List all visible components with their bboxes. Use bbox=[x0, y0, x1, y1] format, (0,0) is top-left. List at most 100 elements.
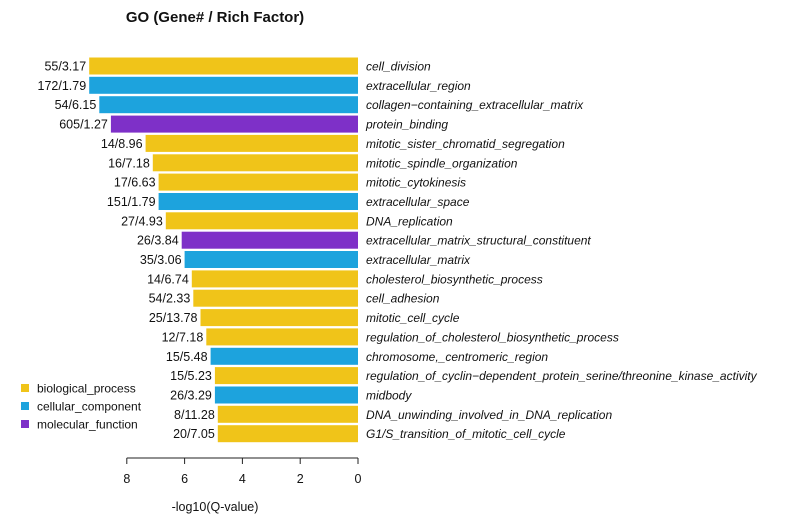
go-term-label: mitotic_cell_cycle bbox=[366, 311, 460, 325]
legend-item: biological_process bbox=[21, 382, 136, 396]
go-term-label: G1/S_transition_of_mitotic_cell_cycle bbox=[366, 427, 566, 441]
bars-layer: 55/3.17 cell_division 172/1.79 extracellula… bbox=[38, 57, 758, 443]
legend-label: biological_process bbox=[37, 382, 136, 396]
bar bbox=[214, 367, 358, 385]
go-term-label: protein_binding bbox=[365, 118, 448, 132]
bar bbox=[200, 309, 358, 327]
go-term-label: mitotic_sister_chromatid_segregation bbox=[366, 137, 565, 151]
bar-row: 27/4.93 DNA_replication bbox=[121, 212, 453, 230]
bar-row: 26/3.84 extracellular_matrix_structural_c… bbox=[137, 231, 591, 249]
bar-row: 35/3.06 extracellular_matrix bbox=[140, 251, 471, 268]
legend-swatch bbox=[21, 420, 29, 428]
bar-count-label: 151/1.79 bbox=[107, 195, 156, 209]
bar-row: 8/11.28 DNA_unwinding_involved_in_DNA_rep… bbox=[174, 405, 612, 423]
bar-row: 151/1.79 extracellular_space bbox=[107, 193, 470, 210]
go-term-label: collagen−containing_extracellular_matrix bbox=[366, 98, 584, 112]
go-term-label: cholesterol_biosynthetic_process bbox=[366, 272, 543, 286]
bar bbox=[145, 134, 358, 152]
bar bbox=[193, 289, 358, 307]
bar bbox=[217, 425, 358, 443]
bar-count-label: 54/6.15 bbox=[55, 98, 97, 112]
go-term-label: mitotic_cytokinesis bbox=[366, 176, 466, 190]
bar-count-label: 54/2.33 bbox=[149, 292, 191, 306]
x-tick-label: 4 bbox=[239, 472, 246, 486]
bar bbox=[191, 270, 358, 288]
bar-row: 54/2.33 cell_adhesion bbox=[149, 289, 440, 307]
bar-count-label: 55/3.17 bbox=[44, 60, 86, 74]
bar bbox=[210, 347, 358, 365]
bar-count-label: 27/4.93 bbox=[121, 214, 163, 228]
bar-row: 17/6.63 mitotic_cytokinesis bbox=[114, 173, 466, 191]
bar-row: 15/5.48 chromosome,_centromeric_region bbox=[166, 347, 548, 365]
legend-swatch bbox=[21, 384, 29, 392]
bar-count-label: 172/1.79 bbox=[38, 79, 87, 93]
bar-row: 25/13.78 mitotic_cell_cycle bbox=[149, 309, 460, 327]
legend-item: cellular_component bbox=[21, 400, 142, 414]
go-term-label: regulation_of_cyclin−dependent_protein_s… bbox=[366, 369, 758, 383]
bar bbox=[99, 96, 359, 114]
bar-count-label: 12/7.18 bbox=[162, 330, 204, 344]
bar-row: 16/7.18 mitotic_spindle_organization bbox=[108, 154, 518, 172]
bar-row: 15/5.23 regulation_of_cyclin−dependent_pr… bbox=[170, 367, 758, 385]
bar-count-label: 15/5.48 bbox=[166, 350, 208, 364]
bar-row: 605/1.27 protein_binding bbox=[59, 115, 448, 133]
bar bbox=[110, 115, 359, 133]
bar bbox=[165, 212, 358, 230]
go-term-label: chromosome,_centromeric_region bbox=[366, 350, 548, 364]
go-term-label: cell_adhesion bbox=[366, 292, 440, 306]
go-term-label: extracellular_space bbox=[366, 195, 470, 209]
legend-label: molecular_function bbox=[37, 418, 138, 432]
legend: biological_process cellular_componentmole… bbox=[21, 382, 142, 432]
bar-count-label: 35/3.06 bbox=[140, 253, 182, 267]
bar-count-label: 20/7.05 bbox=[173, 427, 215, 441]
bar bbox=[89, 57, 358, 75]
go-term-label: extracellular_matrix_structural_constitu… bbox=[366, 234, 591, 248]
x-tick-label: 8 bbox=[123, 472, 130, 486]
chart-title: GO (Gene# / Rich Factor) bbox=[126, 9, 304, 26]
go-term-label: regulation_of_cholesterol_biosynthetic_p… bbox=[366, 330, 619, 344]
bar bbox=[206, 328, 358, 346]
bar bbox=[158, 173, 358, 191]
go-term-label: cell_division bbox=[366, 60, 431, 74]
bar bbox=[158, 193, 358, 210]
bar-count-label: 17/6.63 bbox=[114, 176, 156, 190]
legend-item: molecular_function bbox=[21, 418, 138, 432]
go-term-label: DNA_unwinding_involved_in_DNA_replicatio… bbox=[366, 408, 612, 422]
bar-row: 26/3.29 midbody bbox=[170, 386, 412, 404]
x-tick-label: 6 bbox=[181, 472, 188, 486]
bar-count-label: 14/8.96 bbox=[101, 137, 143, 151]
bar-count-label: 14/6.74 bbox=[147, 272, 189, 286]
x-axis: 8 6 4 2 0 bbox=[123, 457, 362, 486]
x-tick-label: 2 bbox=[297, 472, 304, 486]
bar bbox=[89, 76, 358, 94]
bar-count-label: 605/1.27 bbox=[59, 118, 108, 132]
legend-label: cellular_component bbox=[37, 400, 142, 414]
bar-count-label: 26/3.84 bbox=[137, 234, 179, 248]
bar-row: 172/1.79 extracellular_region bbox=[38, 76, 471, 94]
bar-row: 20/7.05 G1/S_transition_of_mitotic_cell_c… bbox=[173, 425, 566, 443]
bar bbox=[214, 386, 358, 404]
bar-count-label: 26/3.29 bbox=[170, 389, 212, 403]
bar bbox=[184, 251, 358, 268]
bar-count-label: 8/11.28 bbox=[174, 408, 215, 422]
go-term-label: extracellular_region bbox=[366, 79, 471, 93]
bar-row: 14/8.96 mitotic_sister_chromatid_segregat… bbox=[101, 134, 565, 152]
bar bbox=[181, 231, 358, 249]
bar-row: 12/7.18 regulation_of_cholesterol_biosynt… bbox=[162, 328, 619, 346]
go-term-label: extracellular_matrix bbox=[366, 253, 471, 267]
bar-row: 14/6.74 cholesterol_biosynthetic_process bbox=[147, 270, 543, 288]
bar-count-label: 16/7.18 bbox=[108, 156, 150, 170]
go-term-label: midbody bbox=[366, 389, 412, 403]
bar bbox=[217, 405, 358, 423]
bar-row: 54/6.15 collagen−containing_extracellular… bbox=[55, 96, 584, 114]
x-tick-label: 0 bbox=[355, 472, 362, 486]
go-term-label: DNA_replication bbox=[366, 214, 453, 228]
bar bbox=[152, 154, 358, 172]
legend-swatch bbox=[21, 402, 29, 410]
go-term-label: mitotic_spindle_organization bbox=[366, 156, 518, 170]
bar-row: 55/3.17 cell_division bbox=[44, 57, 431, 75]
x-axis-label: -log10(Q-value) bbox=[172, 500, 259, 514]
bar-count-label: 15/5.23 bbox=[170, 369, 212, 383]
bar-count-label: 25/13.78 bbox=[149, 311, 198, 325]
